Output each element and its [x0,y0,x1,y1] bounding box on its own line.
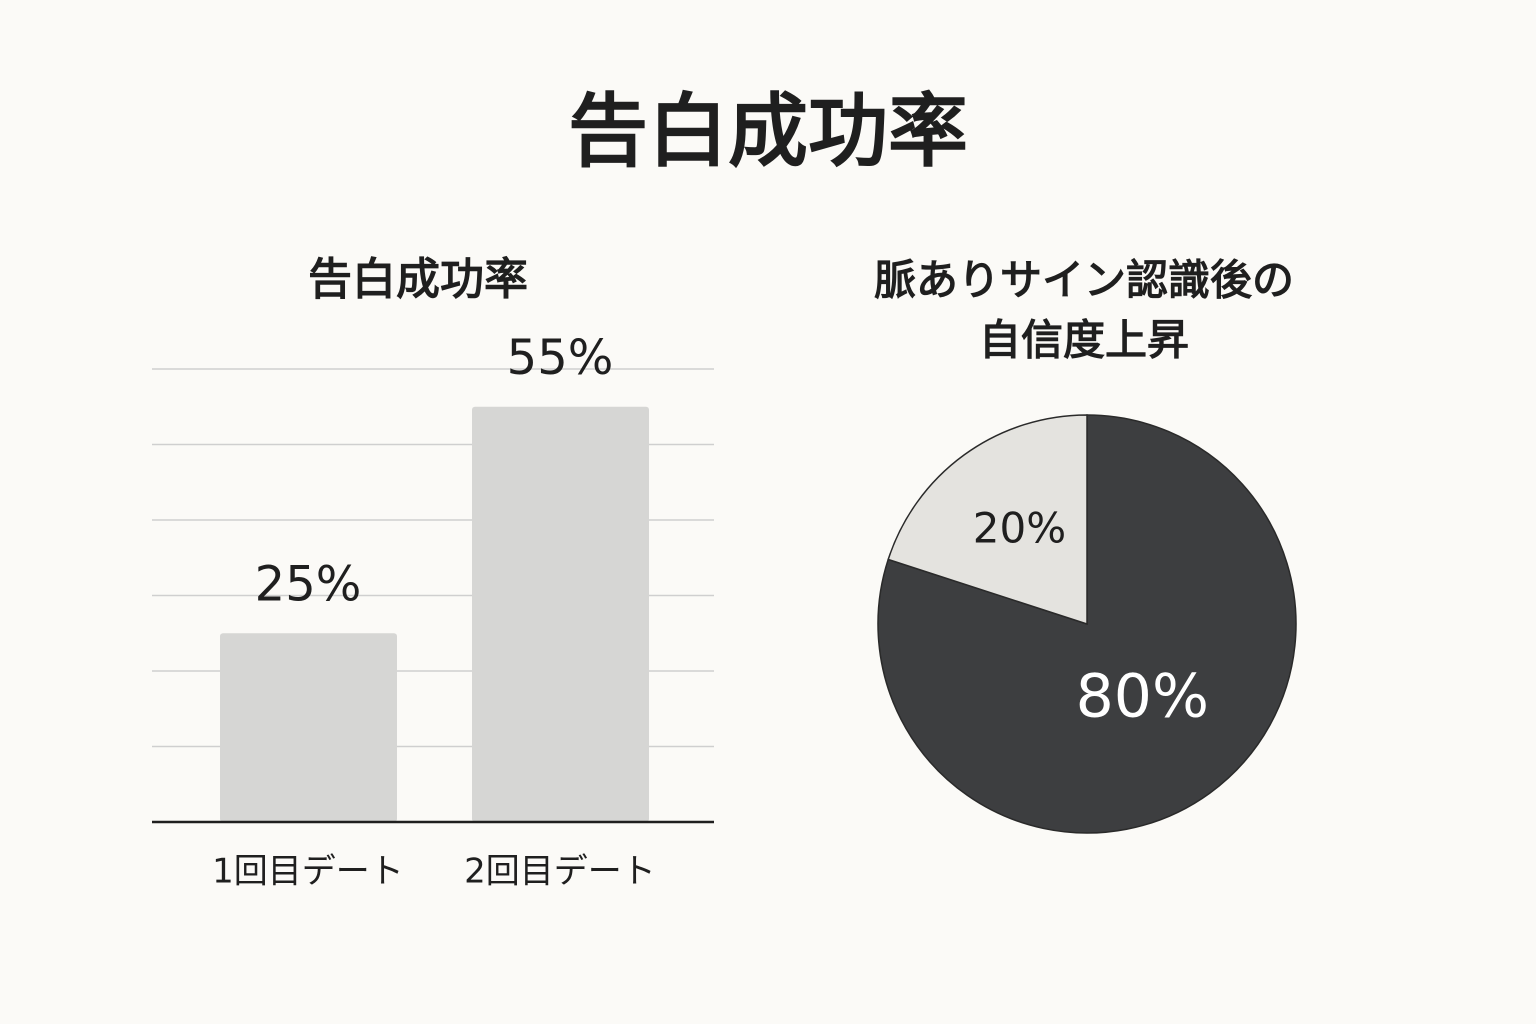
value-label: 55% [507,330,614,386]
chart-title: 告白成功率 [308,254,528,305]
value-label: 80% [1076,662,1209,732]
value-label: 20% [973,504,1066,553]
bar [220,633,397,822]
page-title: 告白成功率 [568,85,968,178]
x-tick-label: 1回目デート [212,852,404,892]
bar [472,406,649,822]
chart-title: 脈ありサイン認識後の [874,256,1294,305]
chart-title: 自信度上昇 [979,316,1189,365]
x-tick-label: 2回目デート [464,852,656,892]
value-label: 25% [255,556,362,612]
pie-slice [887,414,1088,626]
